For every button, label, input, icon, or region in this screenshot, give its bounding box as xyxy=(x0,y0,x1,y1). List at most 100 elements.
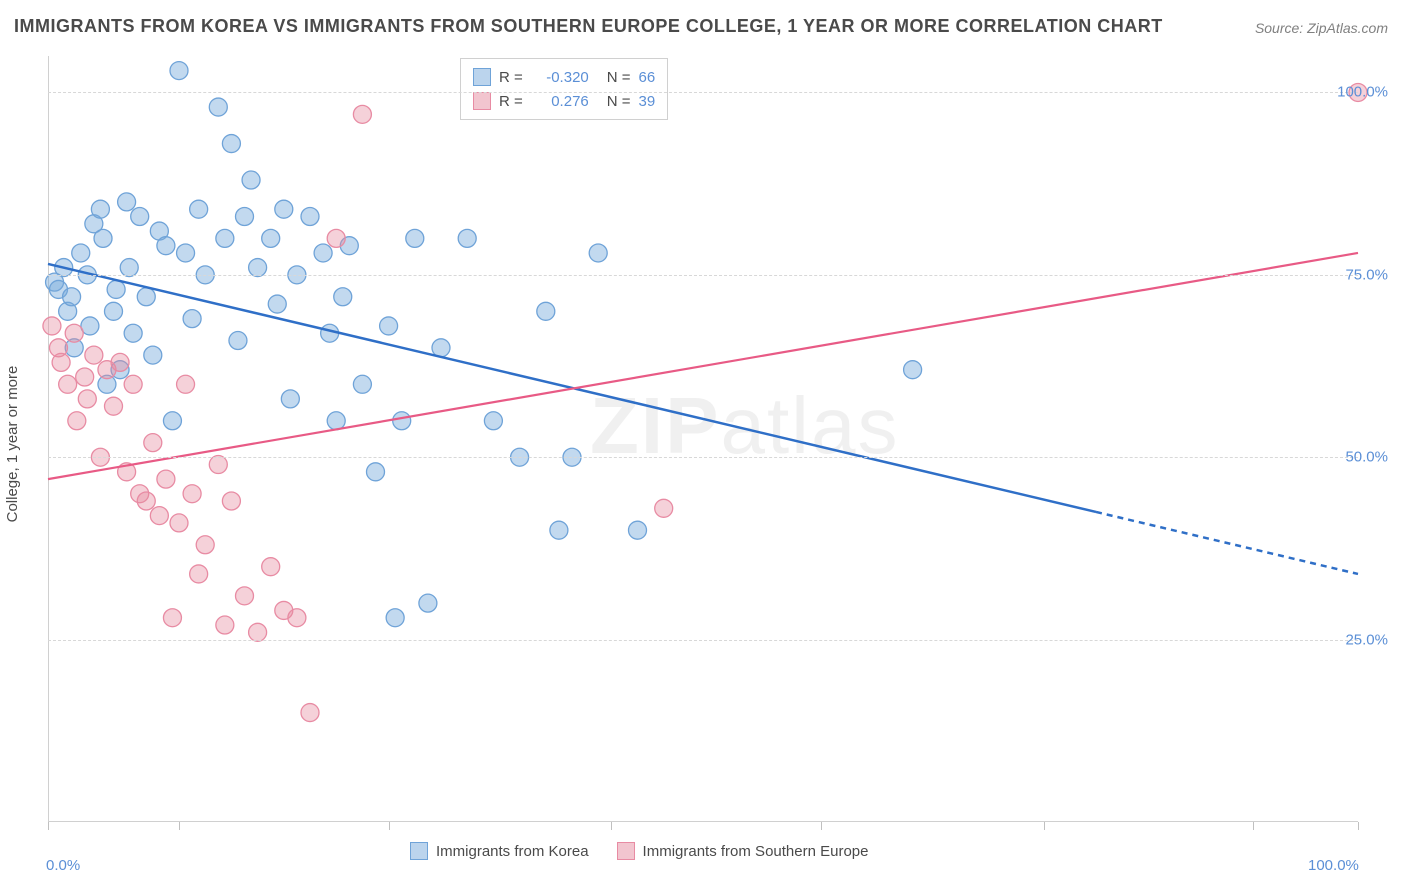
x-tick-label: 100.0% xyxy=(1308,857,1359,874)
legend-series: Immigrants from Korea Immigrants from Sou… xyxy=(410,842,868,860)
scatter-point xyxy=(242,171,260,189)
legend-n-value: 66 xyxy=(639,69,656,86)
x-tick xyxy=(389,822,390,830)
scatter-point xyxy=(144,434,162,452)
scatter-point xyxy=(327,412,345,430)
scatter-point xyxy=(118,193,136,211)
scatter-point xyxy=(380,317,398,335)
scatter-point xyxy=(111,353,129,371)
scatter-point xyxy=(262,558,280,576)
x-tick xyxy=(821,822,822,830)
gridline xyxy=(48,457,1358,458)
scatter-point xyxy=(353,375,371,393)
scatter-point xyxy=(52,353,70,371)
scatter-point xyxy=(432,339,450,357)
legend-n-value: 39 xyxy=(639,93,656,110)
scatter-point xyxy=(183,485,201,503)
scatter-point xyxy=(419,594,437,612)
scatter-point xyxy=(386,609,404,627)
scatter-point xyxy=(170,62,188,80)
scatter-point xyxy=(589,244,607,262)
y-axis-label: College, 1 year or more xyxy=(4,366,21,523)
scatter-point xyxy=(275,200,293,218)
legend-swatch xyxy=(473,92,491,110)
scatter-point xyxy=(904,361,922,379)
scatter-point xyxy=(157,237,175,255)
scatter-point xyxy=(43,317,61,335)
scatter-point xyxy=(105,302,123,320)
scatter-point xyxy=(484,412,502,430)
legend-swatch xyxy=(617,842,635,860)
legend-series-label: Immigrants from Southern Europe xyxy=(643,843,869,860)
trend-line-dashed xyxy=(1096,512,1358,574)
scatter-point xyxy=(236,587,254,605)
scatter-point xyxy=(72,244,90,262)
scatter-point xyxy=(131,207,149,225)
scatter-point xyxy=(216,616,234,634)
scatter-point xyxy=(150,507,168,525)
scatter-point xyxy=(78,390,96,408)
scatter-point xyxy=(124,324,142,342)
scatter-point xyxy=(393,412,411,430)
x-tick-label: 0.0% xyxy=(46,857,80,874)
scatter-point xyxy=(229,332,247,350)
scatter-point xyxy=(268,295,286,313)
scatter-point xyxy=(105,397,123,415)
x-tick xyxy=(1253,822,1254,830)
scatter-point xyxy=(91,200,109,218)
y-tick-label: 100.0% xyxy=(1337,84,1388,101)
scatter-point xyxy=(85,346,103,364)
scatter-point xyxy=(367,463,385,481)
legend-r-label: R = xyxy=(499,93,523,110)
chart-title: IMMIGRANTS FROM KOREA VS IMMIGRANTS FROM… xyxy=(14,16,1163,37)
scatter-point xyxy=(236,207,254,225)
scatter-point xyxy=(262,229,280,247)
scatter-point xyxy=(222,492,240,510)
legend-r-value: -0.320 xyxy=(531,69,589,86)
scatter-point xyxy=(94,229,112,247)
scatter-point xyxy=(63,288,81,306)
scatter-point xyxy=(65,324,83,342)
gridline xyxy=(48,275,1358,276)
scatter-point xyxy=(137,288,155,306)
legend-n-label: N = xyxy=(607,69,631,86)
scatter-point xyxy=(458,229,476,247)
scatter-point xyxy=(183,310,201,328)
scatter-point xyxy=(655,499,673,517)
legend-swatch xyxy=(473,68,491,86)
scatter-point xyxy=(550,521,568,539)
legend-r-label: R = xyxy=(499,69,523,86)
legend-r-value: 0.276 xyxy=(531,93,589,110)
legend-correlation-box: R = -0.320 N = 66 R = 0.276 N = 39 xyxy=(460,58,668,120)
y-tick-label: 25.0% xyxy=(1345,631,1388,648)
scatter-point xyxy=(196,536,214,554)
scatter-point xyxy=(68,412,86,430)
scatter-point xyxy=(209,98,227,116)
legend-series-item: Immigrants from Korea xyxy=(410,842,589,860)
scatter-point xyxy=(406,229,424,247)
scatter-point xyxy=(353,105,371,123)
source-label: Source: ZipAtlas.com xyxy=(1255,20,1388,36)
scatter-point xyxy=(629,521,647,539)
scatter-point xyxy=(163,609,181,627)
scatter-point xyxy=(144,346,162,364)
legend-swatch xyxy=(410,842,428,860)
legend-row: R = -0.320 N = 66 xyxy=(473,65,655,89)
scatter-point xyxy=(107,280,125,298)
gridline xyxy=(48,92,1358,93)
scatter-point xyxy=(288,609,306,627)
scatter-point xyxy=(327,229,345,247)
x-tick xyxy=(48,822,49,830)
scatter-point xyxy=(76,368,94,386)
scatter-point xyxy=(249,623,267,641)
x-tick xyxy=(1044,822,1045,830)
scatter-point xyxy=(59,375,77,393)
scatter-point xyxy=(537,302,555,320)
scatter-point xyxy=(301,704,319,722)
scatter-point xyxy=(177,375,195,393)
x-tick xyxy=(179,822,180,830)
scatter-point xyxy=(190,565,208,583)
x-tick xyxy=(1358,822,1359,830)
scatter-point xyxy=(334,288,352,306)
legend-n-label: N = xyxy=(607,93,631,110)
